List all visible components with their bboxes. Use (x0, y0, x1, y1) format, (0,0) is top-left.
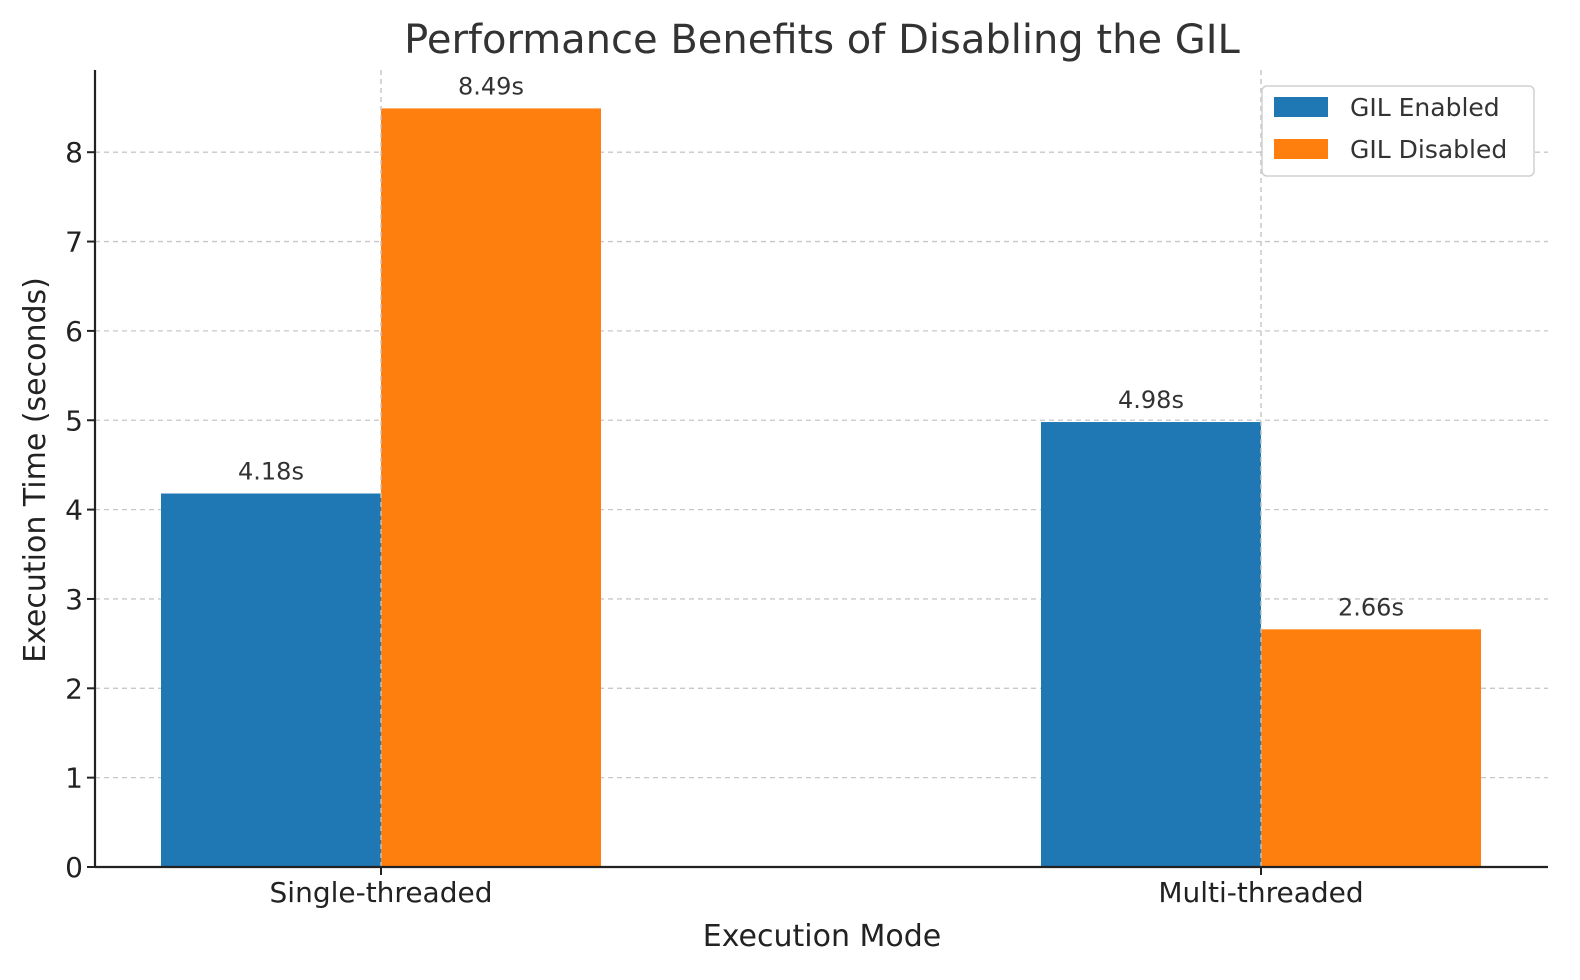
y-tick-label: 0 (65, 851, 83, 884)
legend-swatch-gil-enabled (1274, 97, 1328, 117)
data-label: 2.66s (1338, 593, 1404, 621)
legend-label-gil-enabled: GIL Enabled (1350, 93, 1500, 122)
y-tick-label: 6 (65, 315, 83, 348)
y-tick-label: 3 (65, 583, 83, 616)
y-axis-label: Execution Time (seconds) (18, 277, 53, 663)
data-label: 4.98s (1118, 386, 1184, 414)
y-tick-label: 8 (65, 136, 83, 169)
chart-title: Performance Benefits of Disabling the GI… (404, 17, 1240, 63)
bars (161, 108, 1481, 867)
legend-frame (1261, 85, 1535, 177)
tick-labels: 0 1 2 3 4 5 6 7 8 Single-threaded Multi-threaded (65, 136, 1363, 909)
legend-swatch-gil-disabled (1274, 139, 1328, 159)
bar-gil-enabled-single-threaded (161, 493, 381, 867)
bar-gil-disabled-multi-threaded (1261, 629, 1481, 867)
bar-gil-disabled-single-threaded (381, 108, 601, 867)
legend: GIL Enabled GIL Disabled (1261, 85, 1535, 177)
axes (87, 70, 1548, 875)
y-tick-label: 4 (65, 494, 83, 527)
y-tick-label: 2 (65, 672, 83, 705)
y-tick-label: 7 (65, 226, 83, 259)
data-labels: 4.18s 4.98s 8.49s 2.66s (238, 70, 1404, 867)
x-axis-label: Execution Mode (703, 919, 942, 954)
y-tick-label: 5 (65, 404, 83, 437)
legend-label-gil-disabled: GIL Disabled (1350, 135, 1507, 164)
y-tick-label: 1 (65, 762, 83, 795)
data-label: 8.49s (458, 72, 524, 100)
x-tick-label: Single-threaded (270, 876, 493, 909)
data-label: 4.18s (238, 458, 304, 486)
x-tick-label: Multi-threaded (1158, 876, 1363, 909)
bar-gil-enabled-multi-threaded (1041, 422, 1261, 867)
